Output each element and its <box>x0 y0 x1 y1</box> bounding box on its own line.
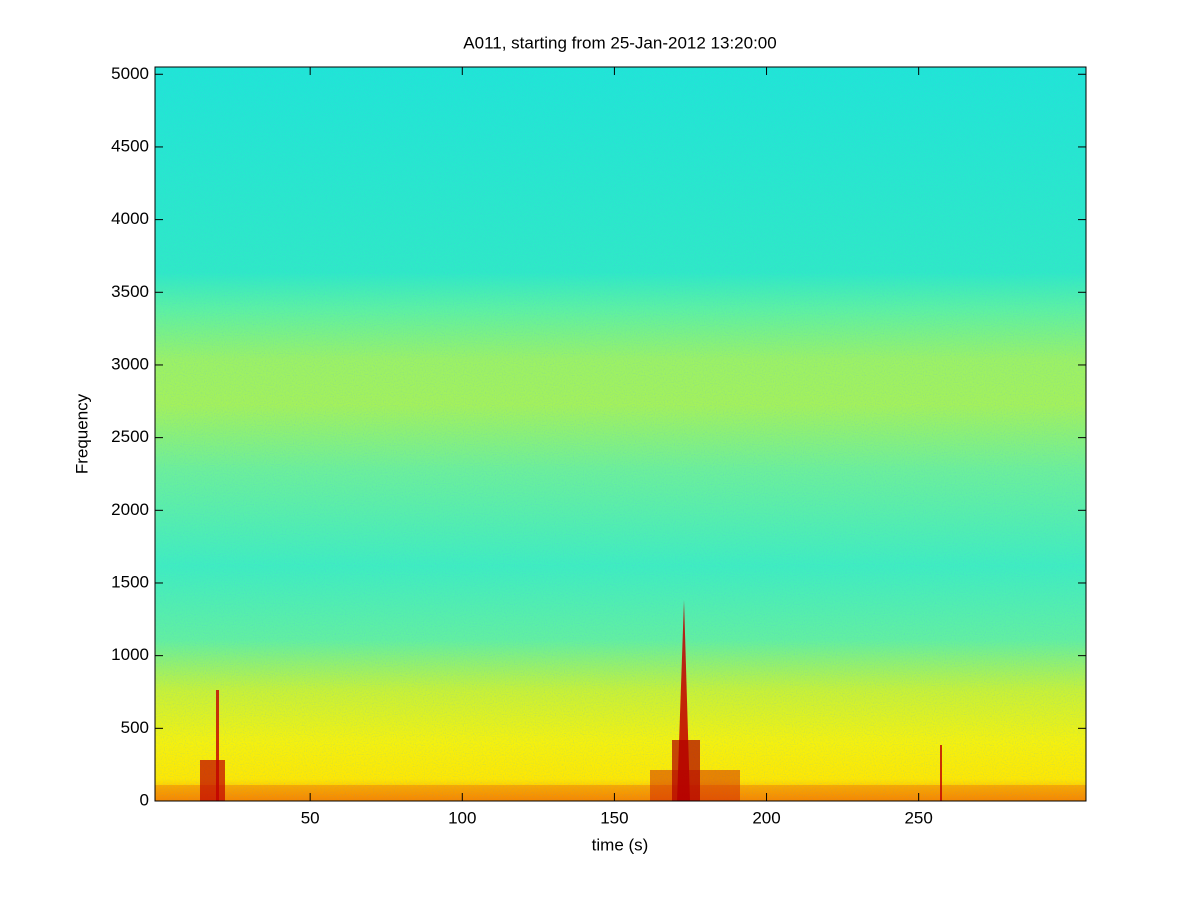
y-tick-label: 0 <box>140 790 149 809</box>
x-tick-label: 200 <box>752 808 780 827</box>
x-tick-label: 100 <box>448 808 476 827</box>
spectrogram-image <box>155 67 1086 801</box>
y-tick-label: 2000 <box>111 500 149 519</box>
x-tick-label: 150 <box>600 808 628 827</box>
y-tick-label: 4500 <box>111 136 149 155</box>
y-tick-label: 1000 <box>111 645 149 664</box>
y-tick-label: 3500 <box>111 282 149 301</box>
chart-title: A011, starting from 25-Jan-2012 13:20:00 <box>463 33 776 52</box>
y-tick-label: 1500 <box>111 572 149 591</box>
y-tick-label: 5000 <box>111 64 149 83</box>
x-axis-label: time (s) <box>592 835 649 854</box>
x-tick-label: 250 <box>904 808 932 827</box>
x-tick-label: 50 <box>301 808 320 827</box>
y-tick-label: 2500 <box>111 427 149 446</box>
y-axis-label: Frequency <box>72 393 91 474</box>
y-tick-label: 500 <box>121 718 149 737</box>
y-tick-label: 3000 <box>111 354 149 373</box>
y-tick-label: 4000 <box>111 209 149 228</box>
plot-frame <box>154 66 1087 802</box>
